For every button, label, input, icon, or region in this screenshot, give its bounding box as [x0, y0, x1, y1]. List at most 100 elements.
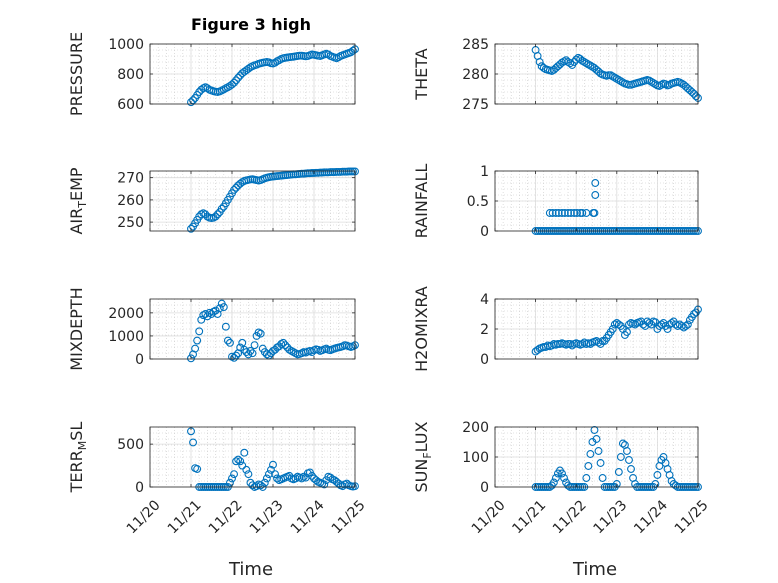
data-point — [230, 353, 239, 362]
data-point — [584, 462, 593, 470]
data-point — [558, 58, 566, 67]
subplot-theta: 275 280 285 THETA — [412, 37, 702, 113]
data-point — [612, 74, 621, 83]
subplot-terr-msl: 0 500 TERRMSL 11/20 11/21 11/22 11/23 11/24 11/2… — [67, 422, 369, 538]
data-point — [578, 340, 587, 348]
data-point — [647, 77, 656, 86]
data-point — [548, 209, 557, 217]
x-tick-label: 11/25 — [329, 497, 369, 537]
data-series — [187, 299, 359, 363]
data-point — [187, 224, 195, 233]
data-point — [570, 209, 579, 217]
x-tick-label: 11/24 — [631, 497, 671, 537]
y-tick-label: 250 — [117, 215, 144, 231]
data-point — [281, 341, 290, 350]
data-point — [187, 98, 195, 107]
data-point — [560, 209, 569, 217]
y-tick-label: 2 — [480, 322, 489, 338]
y-axis-label-text: SUN — [412, 459, 431, 493]
axes-box — [149, 170, 356, 232]
data-point — [551, 209, 560, 217]
data-point — [250, 341, 259, 350]
x-tick-label: 11/25 — [672, 497, 712, 537]
data-point — [297, 169, 306, 178]
data-point — [297, 474, 306, 483]
data-point — [312, 476, 320, 485]
y-tick-label: 260 — [117, 193, 144, 209]
data-series — [531, 46, 702, 102]
data-point — [616, 453, 625, 461]
data-point — [316, 168, 325, 177]
y-tick-label: 270 — [117, 171, 144, 187]
y-tick-label: 285 — [462, 37, 489, 53]
data-point — [346, 167, 355, 176]
y-tick-label: 0 — [480, 224, 489, 240]
y-axis-label: AIRTEMP — [67, 167, 89, 234]
data-point — [189, 438, 198, 447]
data-point — [549, 478, 558, 487]
data-point — [232, 76, 241, 85]
y-axis-label: SUNFLUX — [412, 421, 434, 492]
data-point — [663, 325, 672, 333]
data-point — [591, 191, 600, 199]
data-point — [320, 168, 329, 177]
data-point — [598, 474, 607, 482]
data-point — [622, 328, 631, 336]
x-tick-label: 11/21 — [509, 497, 549, 537]
y-axis-label: PRESSURE — [67, 32, 86, 116]
data-point — [193, 465, 202, 473]
data-point — [578, 56, 587, 65]
x-tick-label: 11/23 — [591, 497, 631, 537]
data-point — [312, 168, 320, 177]
data-point — [591, 179, 600, 187]
data-point — [554, 209, 563, 217]
y-axis-label-text: EMP — [67, 167, 86, 201]
data-point — [580, 58, 589, 66]
data-point — [244, 64, 253, 73]
data-point — [230, 185, 239, 194]
data-point — [211, 212, 220, 221]
data-point — [616, 77, 625, 86]
data-point — [267, 465, 275, 474]
data-point — [545, 209, 554, 217]
y-axis-label: TERRMSL — [67, 422, 89, 494]
data-point — [219, 303, 228, 312]
data-point — [689, 89, 698, 98]
data-point — [195, 327, 204, 336]
data-point — [649, 79, 658, 87]
data-point — [592, 435, 601, 443]
y-tick-label: 1000 — [108, 329, 144, 345]
data-point — [349, 167, 357, 176]
data-point — [232, 183, 241, 192]
data-point — [645, 76, 654, 85]
data-point — [217, 204, 226, 213]
y-tick-label: 0 — [480, 352, 489, 368]
data-point — [689, 310, 698, 318]
data-point — [349, 46, 357, 55]
data-point — [539, 343, 548, 351]
data-point — [618, 439, 627, 448]
y-tick-label: 600 — [117, 97, 144, 113]
data-point — [240, 448, 249, 457]
x-tick-label: 11/24 — [288, 497, 328, 537]
data-point — [586, 61, 595, 70]
data-point — [614, 468, 623, 476]
axes-box — [149, 426, 356, 488]
data-point — [340, 167, 349, 176]
y-tick-label: 800 — [117, 67, 144, 83]
data-point — [269, 460, 277, 469]
subplot-pressure: 600 800 1000 PRESSURE — [67, 32, 359, 116]
data-point — [558, 209, 566, 217]
y-tick-label: 0.5 — [467, 194, 489, 210]
data-point — [657, 320, 666, 329]
data-point — [576, 209, 585, 217]
y-axis-label-text: TERR — [67, 450, 86, 493]
subplot-rainfall: 0 0.5 1 RAINFALL — [412, 164, 702, 240]
data-point — [248, 481, 257, 490]
data-point — [566, 340, 575, 348]
data-point — [578, 209, 587, 217]
data-point — [252, 482, 261, 491]
y-axis-label: THETA — [412, 48, 431, 100]
data-point — [625, 320, 633, 329]
data-point — [213, 210, 222, 219]
